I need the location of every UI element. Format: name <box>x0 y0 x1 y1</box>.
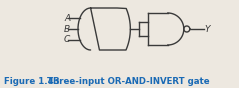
Text: Figure 1.43: Figure 1.43 <box>4 78 60 87</box>
Text: Y: Y <box>205 24 210 34</box>
Text: B: B <box>64 24 70 34</box>
Text: A: A <box>64 14 70 23</box>
Text: Three-input OR-AND-INVERT gate: Three-input OR-AND-INVERT gate <box>47 78 210 87</box>
Text: C: C <box>64 35 70 44</box>
